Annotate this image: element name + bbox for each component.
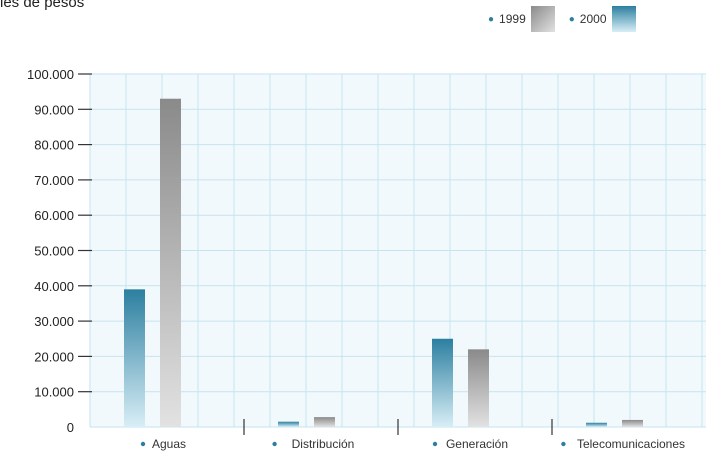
y-tick-label: 30.000: [34, 314, 74, 329]
bar-1999: [468, 349, 489, 427]
x-category-label: Aguas: [152, 437, 186, 451]
bullet-icon: ●: [488, 13, 495, 25]
bar-1999: [314, 417, 335, 427]
x-category-label: Generación: [446, 437, 508, 451]
unit-label: les de pesos: [0, 0, 85, 11]
legend-item-1999: ● 1999: [488, 6, 555, 32]
bar-2000: [586, 422, 607, 427]
y-tick-label: 100.000: [27, 67, 74, 82]
legend: ● 1999 ● 2000: [488, 6, 636, 32]
legend-label-2000: 2000: [579, 12, 607, 26]
y-tick-label: 70.000: [34, 173, 74, 188]
bar-2000: [432, 338, 453, 427]
bullet-icon: [272, 441, 277, 447]
y-tick-label: 10.000: [34, 385, 74, 400]
bullet-icon: [432, 441, 438, 447]
bar-2000: [124, 289, 145, 427]
legend-label-1999: 1999: [499, 12, 526, 26]
bar-1999: [622, 419, 643, 427]
bar-1999: [160, 98, 181, 428]
legend-swatch-2000: [611, 6, 636, 32]
bar-2000: [278, 421, 299, 427]
y-tick-label: 60.000: [34, 208, 74, 223]
y-tick-label: 20.000: [34, 349, 74, 364]
x-category-label: Distribución: [292, 437, 355, 451]
y-tick-label: 50.000: [34, 244, 74, 259]
bullet-icon: [561, 441, 566, 447]
legend-swatch-1999: [530, 6, 555, 32]
x-category-label: Telecomunicaciones: [577, 437, 685, 451]
y-tick-label: 40.000: [34, 279, 74, 294]
y-tick-label: 0: [67, 420, 74, 435]
bullet-icon: [140, 441, 146, 447]
legend-item-2000: ● 2000: [569, 6, 636, 32]
y-tick-label: 80.000: [34, 138, 74, 153]
y-tick-label: 90.000: [34, 102, 74, 117]
bullet-icon: ●: [568, 13, 575, 25]
